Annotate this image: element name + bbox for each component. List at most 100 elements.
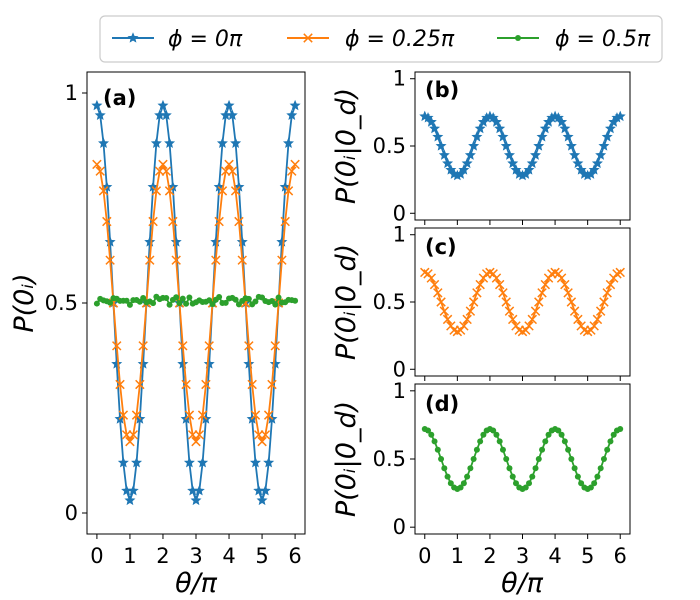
x-tick-label: 2 [483,544,496,568]
data-point [157,99,169,111]
data-point [556,116,568,127]
data-point [190,494,202,506]
x-tick-label: 0 [418,544,431,568]
data-point [572,157,584,169]
data-point [556,273,567,283]
data-point [115,379,125,390]
legend-frame [99,15,663,63]
data-point [429,279,440,290]
legend-entry-phi05: ϕ = 0.5π [497,27,651,52]
data-point [604,122,616,134]
data-point [494,279,505,290]
data-point [128,430,138,440]
data-point [191,436,201,447]
data-point [503,456,510,462]
panel-b-xticks [424,220,621,225]
data-point [272,301,279,308]
data-point [444,473,451,480]
data-point [491,273,502,283]
data-point [209,301,216,308]
data-point [458,164,470,175]
data-point [140,294,147,301]
data-point [217,186,228,196]
data-point [257,436,267,447]
data-point [197,456,209,468]
x-tick-label: 5 [581,544,594,568]
data-point [569,149,581,160]
data-point [438,456,445,462]
data-point [425,116,437,127]
data-point [563,288,573,298]
data-point [431,438,438,445]
data-point [587,484,594,491]
panel-d-yticks: 00.51 [373,379,415,539]
data-point [496,438,503,445]
data-point [533,140,545,151]
legend-label-phi05: ϕ = 0.5π [555,27,651,52]
data-point [605,279,616,290]
data-point [144,236,156,247]
y-tick-label: 0.5 [45,291,78,315]
panel-b-label: (b) [425,78,459,102]
data-point [267,379,277,390]
legend-marker-x [303,33,313,43]
data-point [530,306,541,316]
data-point [428,431,435,438]
data-point [507,314,518,325]
data-point [475,279,485,290]
data-point [263,456,275,468]
x-tick-label: 4 [548,544,561,568]
data-point [105,255,115,265]
data-point [442,157,454,169]
data-point [597,465,604,472]
data-point [435,140,447,151]
data-point [95,166,105,176]
data-point [216,137,228,148]
data-point [535,456,542,462]
data-point [601,131,613,142]
data-point [578,480,585,487]
data-point [186,294,193,301]
data-point [617,426,624,432]
data-point [592,314,603,325]
data-point [599,297,609,307]
data-point [104,236,116,247]
data-point [470,456,477,462]
data-point [523,164,535,175]
data-point [498,288,508,298]
y-tick-label: 1 [393,379,406,403]
data-point [459,321,469,331]
data-point [259,484,271,496]
panel-b-ylabel: P(0ᵢ|0_d) [331,88,362,204]
data-point [250,410,261,420]
data-point [493,431,500,438]
data-point [612,269,622,279]
y-tick-label: 0 [393,201,406,225]
data-point [527,314,538,325]
panel-a-label: (a) [103,86,136,110]
data-point [197,410,208,420]
x-tick-label: 3 [516,544,529,568]
data-point [260,430,271,440]
data-point [263,410,274,420]
y-tick-label: 0 [393,357,406,381]
y-tick-label: 1 [65,81,78,105]
data-point [224,159,234,170]
data-point [214,216,224,227]
data-point [561,438,568,445]
data-point [230,137,242,148]
y-tick-label: 0 [65,501,78,525]
panel-d-ylabel: P(0ᵢ|0_d) [331,401,362,517]
panel-d-xlabel: θ/π [501,568,544,599]
x-tick-label: 0 [90,544,103,568]
data-point [565,140,577,151]
data-point [160,109,172,120]
data-point [93,300,100,307]
data-point [480,431,487,438]
data-point [507,157,519,169]
data-point [183,456,195,468]
